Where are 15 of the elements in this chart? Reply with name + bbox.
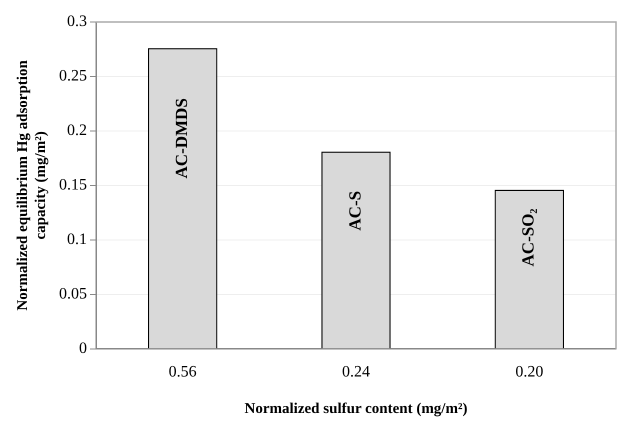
y-axis-title: Normalized equilibrium Hg adsorption capacity (mg/m²): [14, 60, 49, 311]
annotation: AC-SO₂: [518, 208, 538, 266]
y-tick-label: 0.3: [67, 13, 87, 30]
y-tick-label: 0.25: [59, 68, 87, 85]
x-tick-label: 0.24: [342, 364, 370, 381]
x-tick-label: 0.56: [168, 364, 197, 381]
y-tick-label: 0.2: [67, 122, 87, 140]
y-tick-label: 0.1: [67, 231, 87, 248]
y-tick-label: 0.15: [59, 176, 87, 194]
y-tick-label: 0: [79, 340, 87, 358]
annotation: AC-S: [345, 190, 364, 231]
x-axis-title: Normalized sulfur content (mg/m²): [244, 400, 468, 417]
annotation: AC-DMDS: [172, 98, 192, 178]
x-tick-label: 0.20: [515, 364, 544, 381]
y-tick-label: 0.05: [59, 286, 87, 303]
